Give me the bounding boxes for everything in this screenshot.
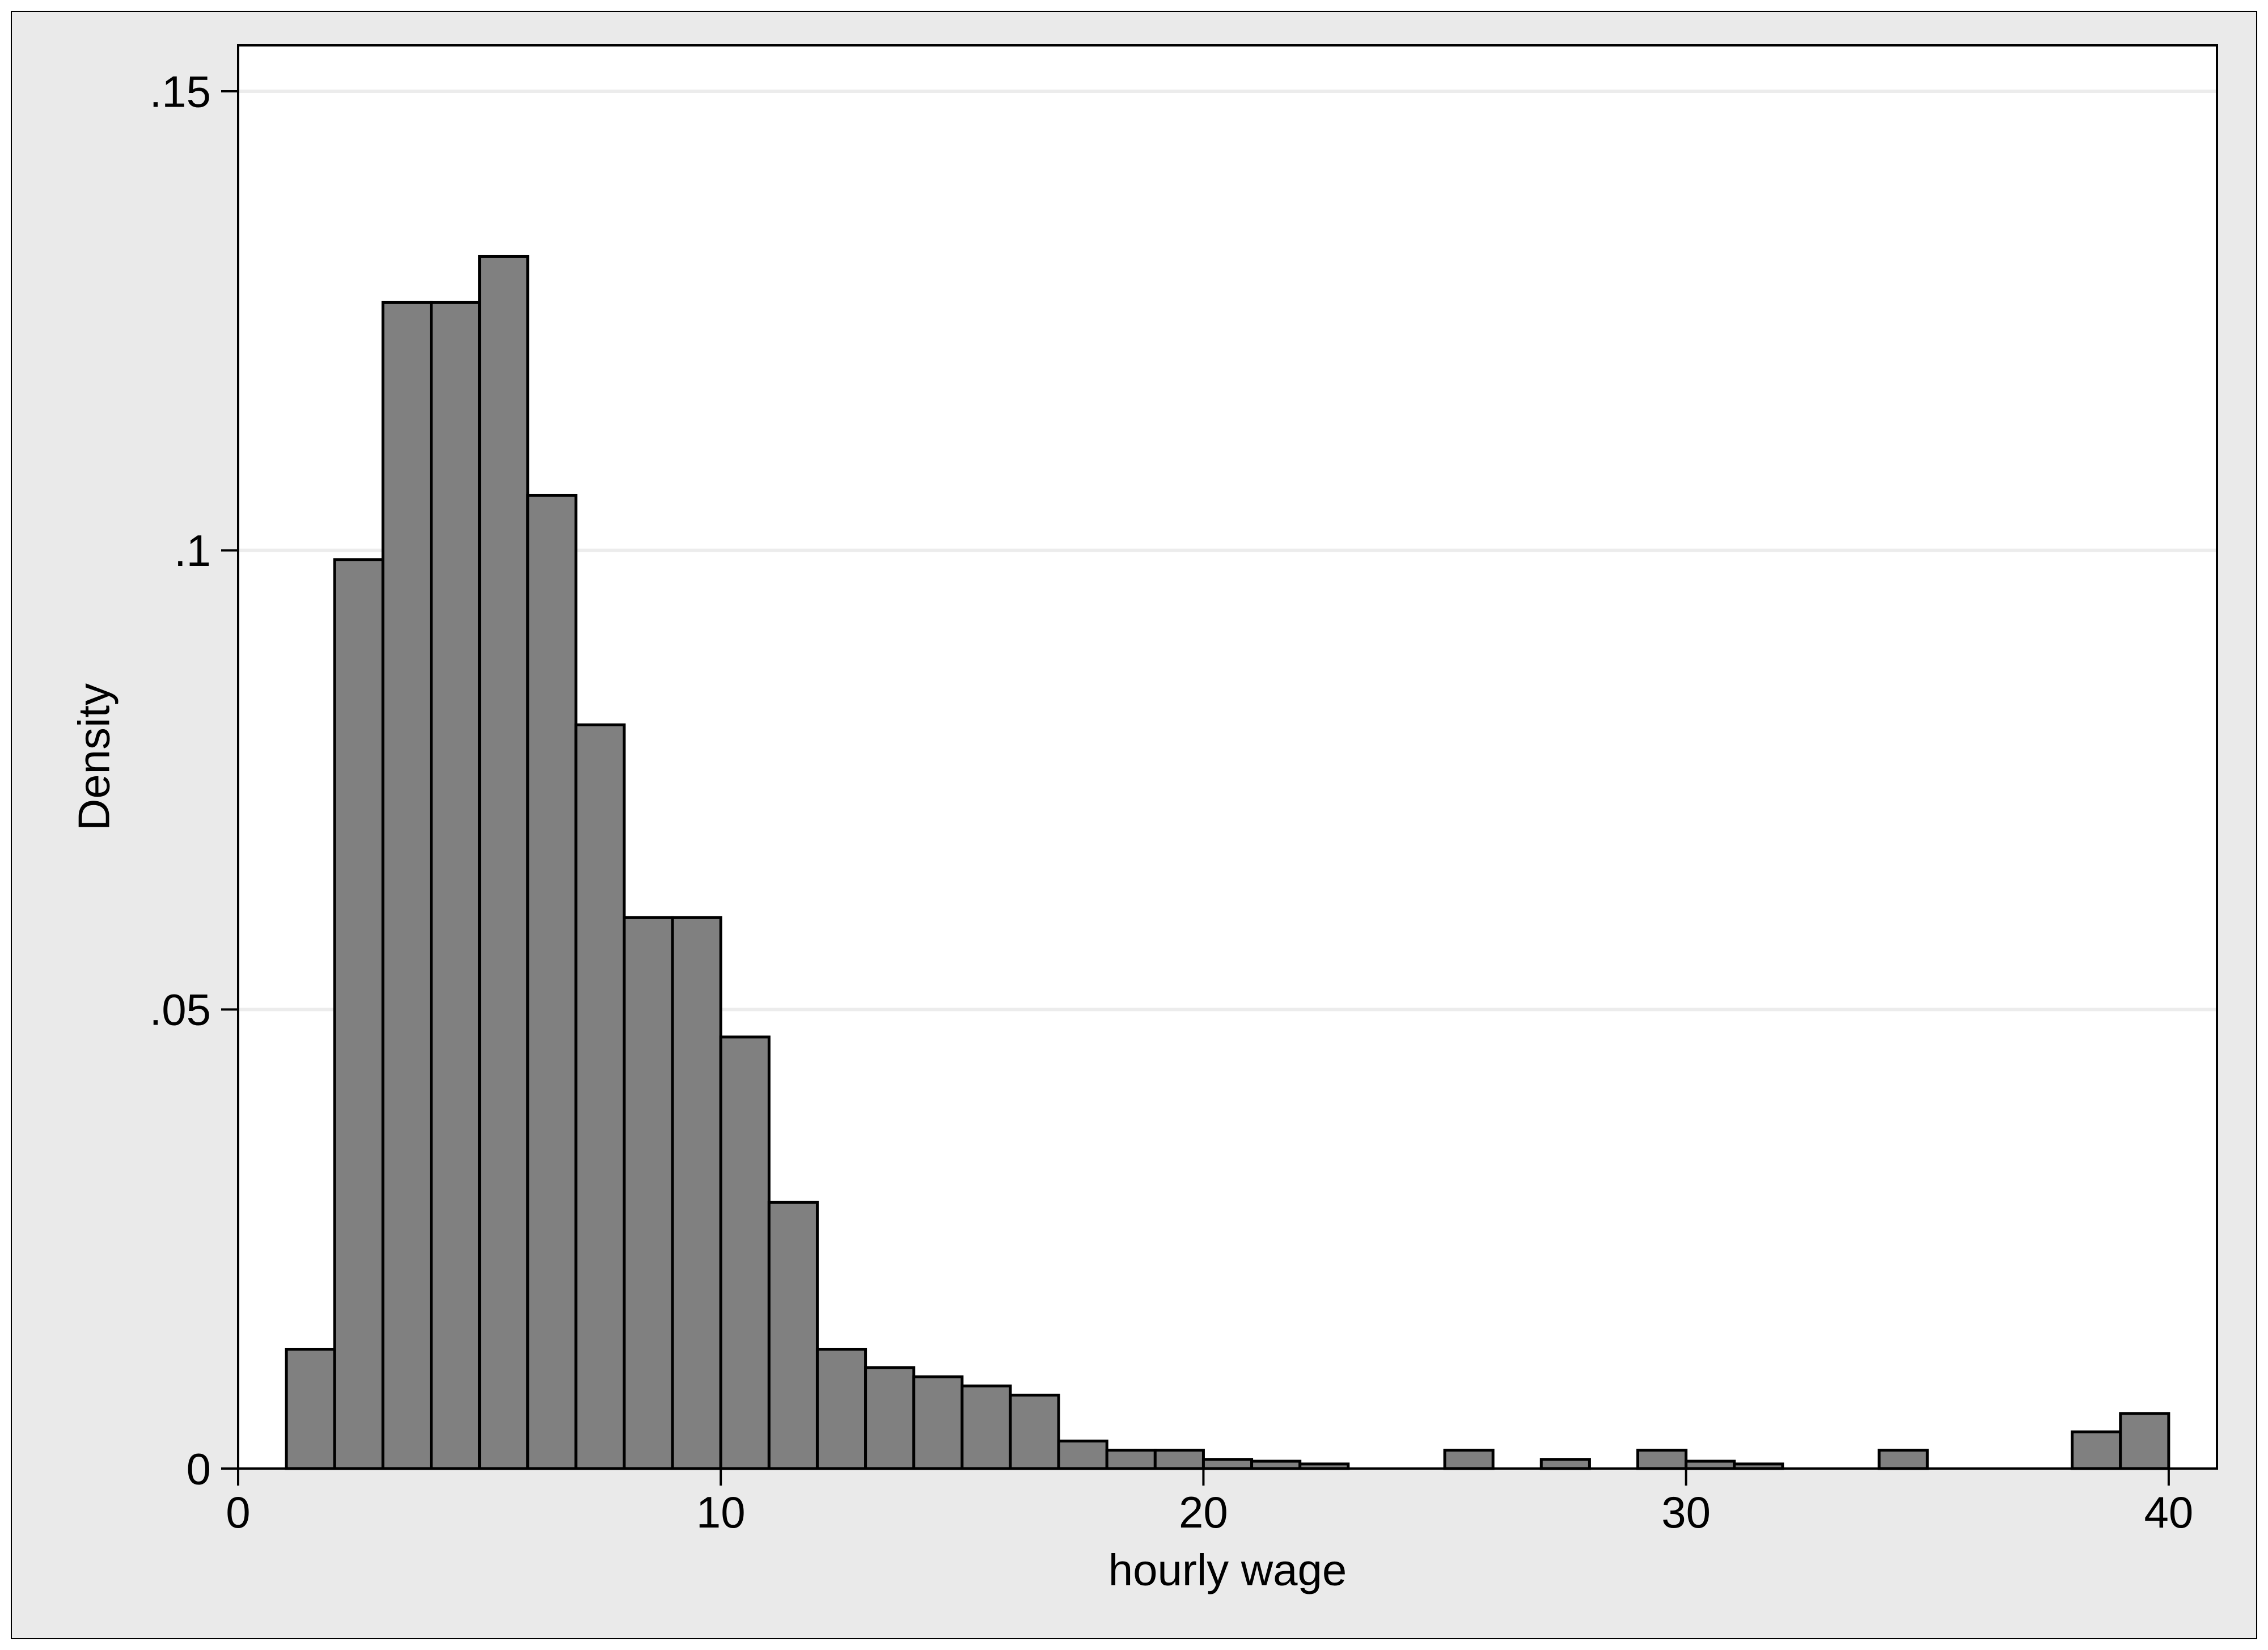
histogram-bar <box>866 1368 914 1469</box>
histogram-bar <box>721 1037 769 1469</box>
histogram-bar <box>624 917 672 1469</box>
histogram-bar <box>2072 1432 2121 1469</box>
y-axis-label: Density <box>69 683 119 831</box>
histogram-bar <box>576 725 624 1469</box>
x-tick-label: 10 <box>696 1487 746 1537</box>
histogram-bar <box>431 302 479 1469</box>
histogram-bar <box>480 256 528 1469</box>
histogram-bar <box>286 1349 335 1469</box>
x-tick-label: 0 <box>226 1487 250 1537</box>
y-tick-label: .1 <box>174 526 211 576</box>
histogram-bar <box>672 917 721 1469</box>
histogram-bar <box>1638 1450 1686 1469</box>
histogram-bar <box>1155 1450 1203 1469</box>
chart-svg: 0 10 20 30 40 hourly wage 0 .05 .1 .15 Density <box>0 0 2268 1650</box>
histogram-bar <box>528 495 576 1469</box>
x-axis-label: hourly wage <box>1108 1545 1347 1595</box>
histogram-bar <box>383 302 431 1469</box>
histogram-bar <box>1010 1395 1059 1469</box>
histogram-bar <box>962 1386 1010 1469</box>
x-tick-label: 40 <box>2144 1487 2193 1537</box>
histogram-bar <box>1445 1450 1493 1469</box>
histogram-bar <box>1541 1459 1589 1469</box>
histogram-bar <box>1203 1459 1251 1469</box>
y-tick-label: .15 <box>150 66 211 116</box>
histogram-bar <box>1879 1450 1927 1469</box>
histogram-chart: 0 10 20 30 40 hourly wage 0 .05 .1 .15 Density <box>0 0 2268 1650</box>
histogram-bar <box>914 1377 962 1469</box>
x-tick-label: 30 <box>1661 1487 1711 1537</box>
y-tick-label: .05 <box>150 985 211 1035</box>
histogram-bar <box>2121 1414 2169 1469</box>
x-tick-label: 20 <box>1179 1487 1228 1537</box>
histogram-bar <box>1107 1450 1155 1469</box>
histogram-bar <box>817 1349 865 1469</box>
histogram-bar <box>335 560 383 1469</box>
histogram-bar <box>769 1202 817 1469</box>
histogram-bar <box>1059 1441 1107 1469</box>
y-tick-label: 0 <box>187 1444 211 1494</box>
